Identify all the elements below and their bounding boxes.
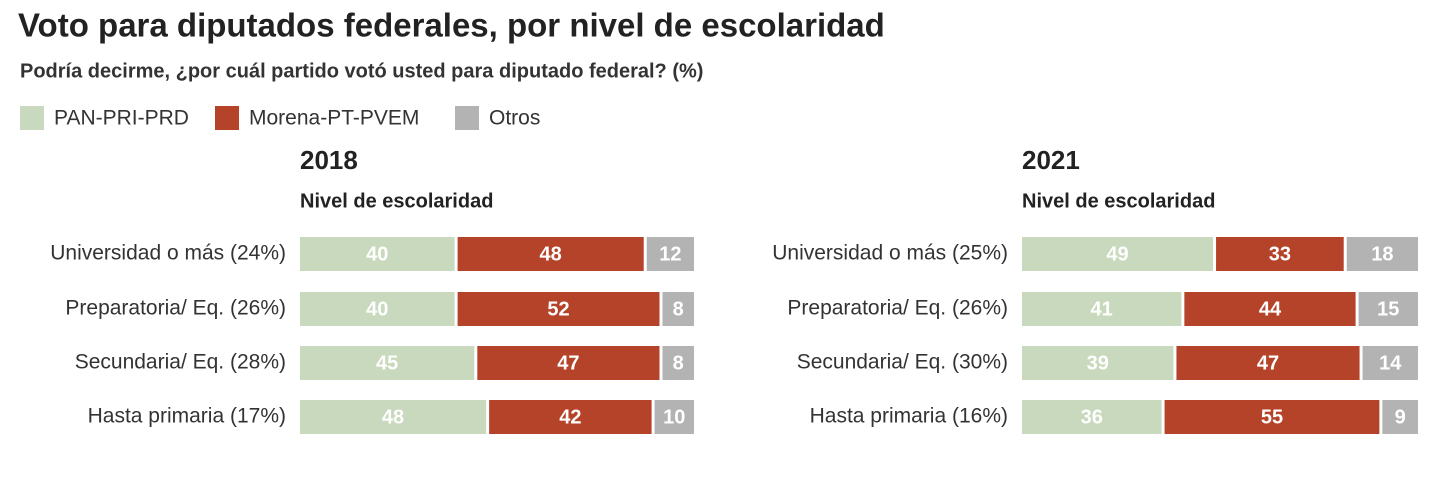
value-label: 41: [1091, 298, 1113, 320]
value-label: 48: [540, 243, 562, 265]
value-label: 8: [673, 298, 684, 320]
bar-segment: [300, 346, 475, 380]
chart-title: 2021: [1022, 145, 1080, 175]
value-label: 10: [663, 406, 685, 428]
value-label: 9: [1395, 406, 1406, 428]
bar-segment: [1382, 400, 1418, 434]
legend-label: PAN-PRI-PRD: [54, 107, 189, 130]
chart-subtitle: Nivel de escolaridad: [1022, 190, 1215, 212]
category-label: Hasta primaria (17%): [88, 405, 286, 428]
category-label: Secundaria/ Eq. (28%): [75, 351, 286, 374]
category-label: Hasta primaria (16%): [810, 405, 1008, 428]
bar-segment: [654, 400, 694, 434]
value-label: 44: [1259, 298, 1282, 320]
category-label: Preparatoria/ Eq. (26%): [787, 297, 1008, 320]
bar-segment: [646, 237, 694, 271]
chart-subtitle: Nivel de escolaridad: [300, 190, 493, 212]
bar-segment: [662, 292, 694, 326]
value-label: 48: [382, 406, 404, 428]
value-label: 40: [366, 298, 388, 320]
bar-segment: [300, 400, 487, 434]
category-label: Preparatoria/ Eq. (26%): [65, 297, 286, 320]
value-label: 18: [1371, 243, 1393, 265]
value-label: 42: [559, 406, 581, 428]
value-label: 39: [1087, 352, 1109, 374]
category-label: Universidad o más (24%): [50, 242, 286, 265]
bar-segment: [1022, 237, 1214, 271]
bar-segment: [1362, 346, 1418, 380]
bar-segment: [457, 237, 644, 271]
category-label: Universidad o más (25%): [772, 242, 1008, 265]
value-label: 55: [1261, 406, 1283, 428]
value-label: 15: [1377, 298, 1399, 320]
legend-swatch: [455, 106, 479, 130]
bar-segment: [1358, 292, 1418, 326]
bar-segment: [457, 292, 660, 326]
value-label: 40: [366, 243, 388, 265]
value-label: 52: [547, 298, 569, 320]
value-label: 47: [1257, 352, 1279, 374]
bar-segment: [489, 400, 652, 434]
legend-swatch: [215, 106, 239, 130]
chart-title: 2018: [300, 145, 358, 175]
value-label: 8: [673, 352, 684, 374]
category-label: Secundaria/ Eq. (30%): [797, 351, 1008, 374]
value-label: 36: [1081, 406, 1103, 428]
legend-label: Morena-PT-PVEM: [249, 107, 419, 130]
value-label: 12: [659, 243, 681, 265]
bar-segment: [477, 346, 660, 380]
value-label: 33: [1269, 243, 1291, 265]
legend-label: Otros: [489, 107, 540, 130]
value-label: 47: [557, 352, 579, 374]
bar-segment: [1022, 346, 1174, 380]
legend-swatch: [20, 106, 44, 130]
value-label: 14: [1379, 352, 1402, 374]
bar-segment: [662, 346, 694, 380]
bar-segment: [1346, 237, 1418, 271]
bar-segment: [1176, 346, 1360, 380]
bar-segment: [300, 237, 455, 271]
value-label: 45: [376, 352, 398, 374]
bar-segment: [1216, 237, 1344, 271]
bar-segment: [1022, 292, 1182, 326]
page-subtitle: Podría decirme, ¿por cuál partido votó u…: [20, 60, 703, 82]
value-label: 49: [1106, 243, 1128, 265]
bar-segment: [1164, 400, 1380, 434]
page-title: Voto para diputados federales, por nivel…: [18, 7, 885, 44]
bar-segment: [1184, 292, 1356, 326]
bar-segment: [1022, 400, 1162, 434]
bar-segment: [300, 292, 455, 326]
